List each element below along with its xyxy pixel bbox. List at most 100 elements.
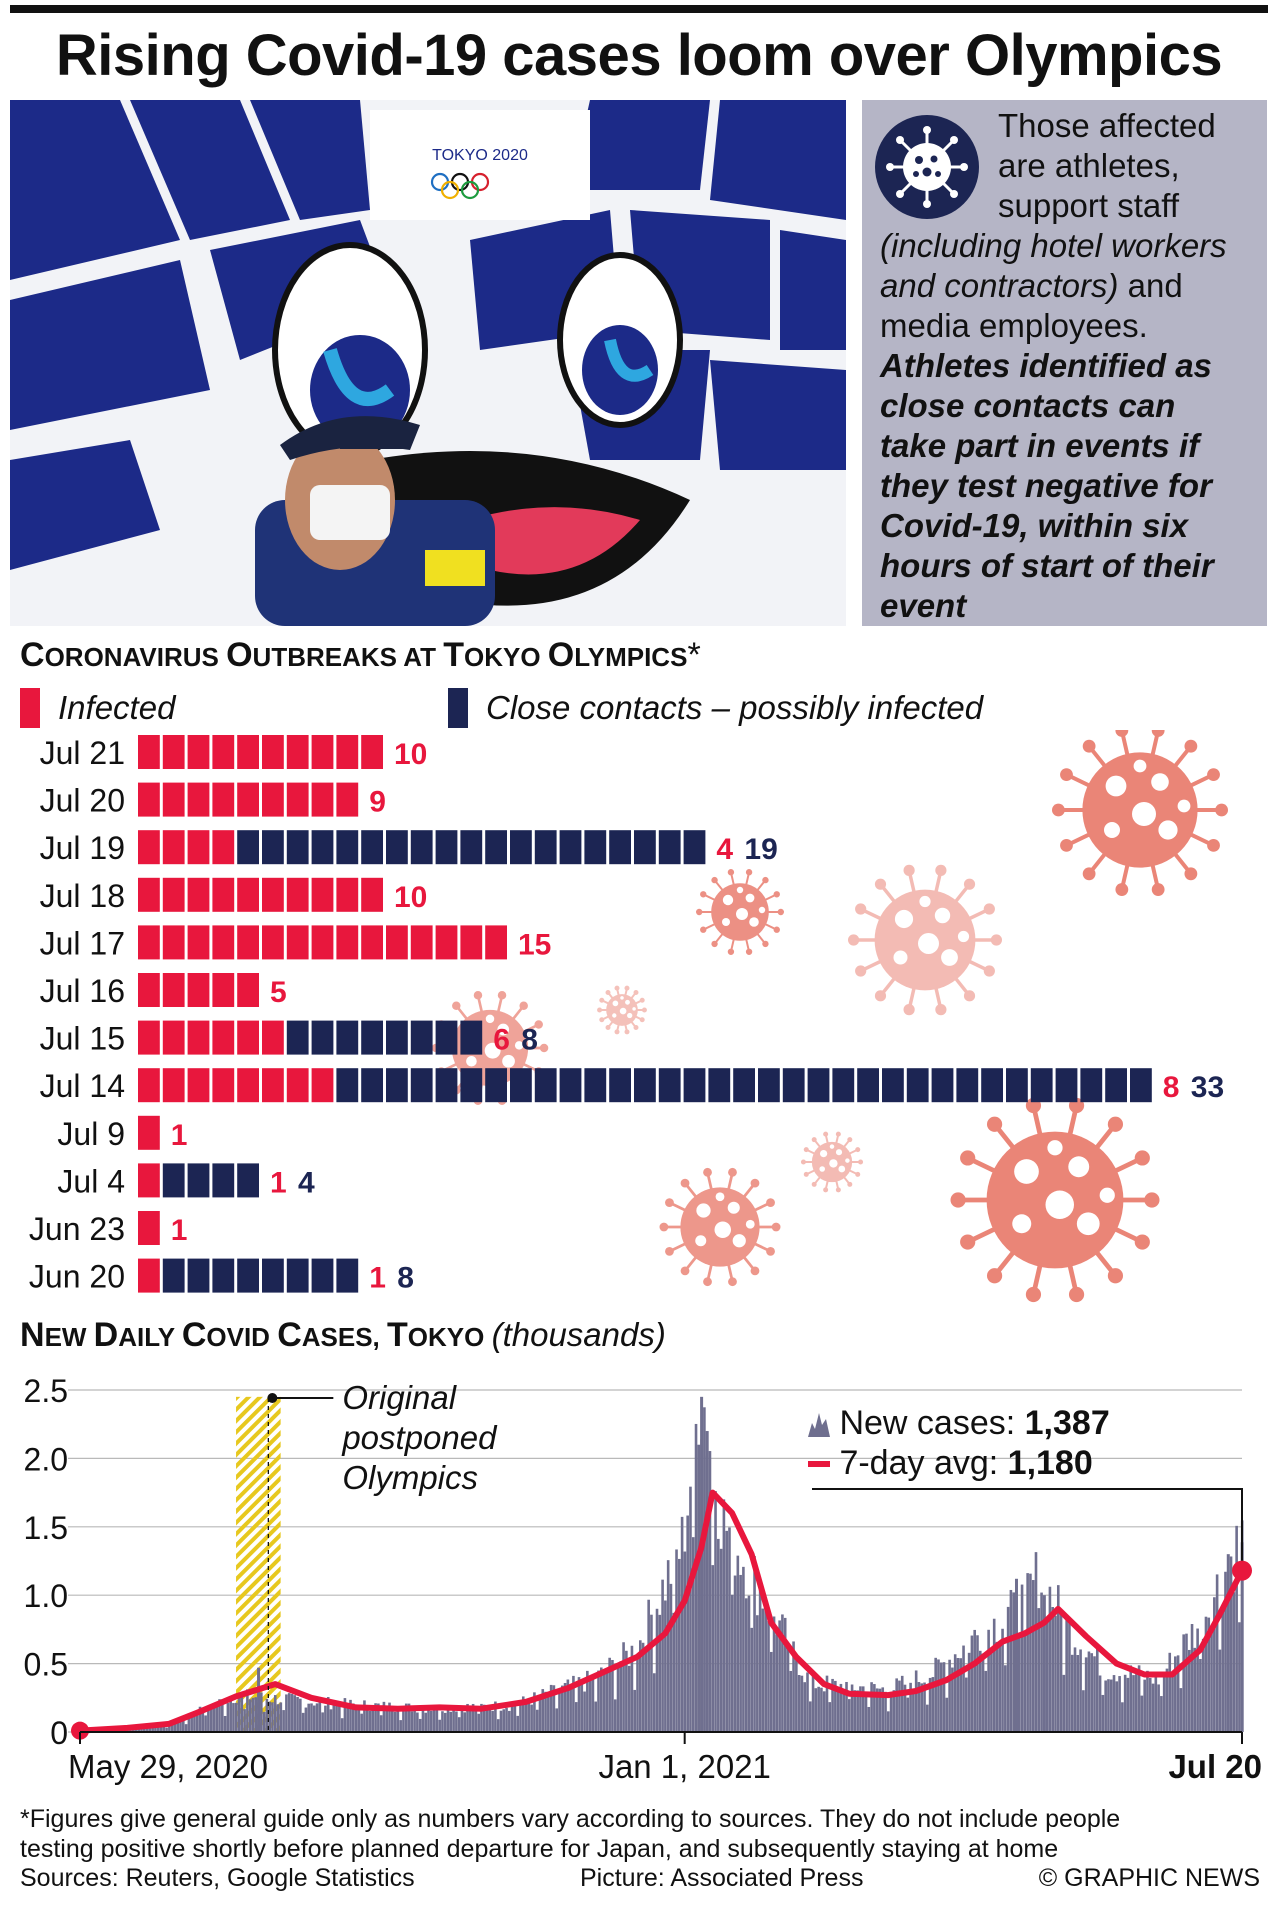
y-tick-label: 0.5	[24, 1647, 68, 1683]
daily-case-bar	[404, 1703, 408, 1732]
contacts-bar-segment	[311, 830, 334, 865]
contacts-bar-segment	[460, 830, 483, 865]
daily-case-bar	[772, 1616, 776, 1732]
daily-case-bar	[797, 1675, 801, 1732]
daily-case-bar	[1126, 1677, 1130, 1732]
infected-bar-segment	[162, 1020, 185, 1055]
daily-case-bar	[775, 1634, 779, 1732]
daily-case-bar	[795, 1660, 798, 1732]
daily-case-bar	[739, 1574, 742, 1732]
daily-case-bar	[318, 1699, 322, 1732]
daily-case-bar	[747, 1595, 751, 1732]
infected-bar-segment	[162, 830, 185, 865]
daily-case-bar	[836, 1689, 840, 1732]
contacts-value-label: 8	[521, 1024, 538, 1057]
daily-case-bar	[574, 1702, 578, 1732]
daily-case-bar	[800, 1675, 804, 1732]
contacts-bar-segment	[634, 1068, 656, 1103]
title-part: T	[443, 636, 464, 674]
infected-value-label: 10	[394, 738, 427, 771]
daily-case-bar	[251, 1697, 255, 1732]
contacts-bar-segment	[386, 1068, 408, 1103]
contacts-bar-segment	[981, 1068, 1003, 1103]
daily-case-bar	[1232, 1592, 1236, 1732]
daily-case-bar	[388, 1702, 391, 1732]
daily-case-bar	[1137, 1665, 1141, 1732]
infected-bar-segment	[187, 830, 210, 865]
daily-case-bar	[435, 1704, 439, 1732]
daily-case-bar	[691, 1537, 695, 1732]
infected-bar-segment	[162, 1068, 185, 1103]
daily-case-bar	[923, 1682, 926, 1732]
infected-bar-segment	[138, 1258, 160, 1293]
daily-case-bar	[499, 1710, 503, 1732]
infected-bar-segment	[138, 1163, 160, 1198]
infected-bar-segment	[311, 735, 334, 769]
daily-case-bar	[179, 1718, 182, 1732]
daily-case-bar	[1182, 1634, 1185, 1732]
contacts-value-label: 4	[298, 1166, 315, 1199]
daily-case-bar	[1196, 1628, 1199, 1732]
daily-case-bar	[1176, 1655, 1180, 1732]
contacts-bar-segment	[733, 1068, 755, 1103]
daily-case-bar	[817, 1686, 820, 1732]
contacts-bar-segment	[336, 830, 359, 865]
footnote: *Figures give general guide only as numb…	[20, 1804, 1270, 1864]
daily-case-bar	[463, 1712, 467, 1732]
daily-case-bar	[480, 1703, 483, 1732]
daily-case-bar	[290, 1693, 294, 1732]
daily-case-bar	[268, 1701, 271, 1732]
daily-case-bar	[466, 1703, 469, 1732]
daily-case-bar	[207, 1707, 210, 1732]
daily-case-bar	[471, 1703, 475, 1732]
daily-case-bar	[806, 1672, 809, 1732]
bar-category-label: Jul 19	[40, 830, 125, 866]
daily-case-bar	[992, 1618, 996, 1732]
infected-value-label: 15	[518, 928, 551, 961]
daily-case-bar	[393, 1711, 397, 1732]
daily-case-bar	[446, 1706, 450, 1732]
infected-bar-segment	[386, 925, 408, 960]
bar-category-label: Jul 21	[40, 735, 125, 771]
daily-case-bar	[510, 1704, 514, 1732]
infected-bar-segment	[286, 782, 309, 817]
infected-bar-segment	[361, 925, 383, 960]
daily-case-bar	[455, 1711, 458, 1732]
bar-category-label: Jul 15	[40, 1021, 125, 1057]
daily-case-bar	[733, 1575, 737, 1732]
info-bold-line: close contacts can	[880, 387, 1176, 424]
daily-case-bar	[1112, 1675, 1116, 1732]
daily-case-bar	[650, 1614, 653, 1732]
legend-avg-value: 1,180	[1007, 1444, 1093, 1482]
daily-case-bar	[547, 1694, 550, 1732]
daily-case-bar	[900, 1675, 904, 1732]
daily-case-bar	[176, 1721, 180, 1732]
daily-case-bar	[845, 1681, 848, 1732]
contacts-bar-segment	[386, 830, 408, 865]
daily-case-spike	[1226, 1554, 1230, 1732]
contacts-bar-segment	[857, 1068, 879, 1103]
legend-label: Infected	[58, 689, 176, 726]
infected-bar-segment	[311, 782, 334, 817]
daily-case-bar	[1132, 1675, 1135, 1732]
contacts-bar-segment	[286, 1258, 309, 1293]
daily-case-bar	[321, 1712, 324, 1732]
daily-case-bar	[293, 1695, 297, 1732]
x-tick-label: Jul 20	[1168, 1748, 1262, 1785]
daily-case-bar	[892, 1690, 896, 1732]
daily-case-bar	[496, 1719, 500, 1732]
infected-bar-segment	[237, 877, 259, 912]
daily-case-bar	[162, 1723, 166, 1732]
contacts-bar-segment	[460, 1020, 483, 1055]
daily-case-bar	[1190, 1624, 1194, 1732]
daily-case-bar	[937, 1659, 940, 1732]
daily-case-bar	[1165, 1668, 1169, 1732]
daily-case-bar	[1109, 1679, 1113, 1732]
title-part: C	[277, 1316, 302, 1354]
daily-case-bar	[374, 1703, 377, 1732]
infected-bar-segment	[187, 973, 210, 1007]
contacts-bar-segment	[882, 1068, 904, 1103]
contacts-bar-segment	[559, 1068, 582, 1103]
daily-case-bar	[212, 1703, 216, 1732]
daily-case-bar	[449, 1711, 453, 1732]
